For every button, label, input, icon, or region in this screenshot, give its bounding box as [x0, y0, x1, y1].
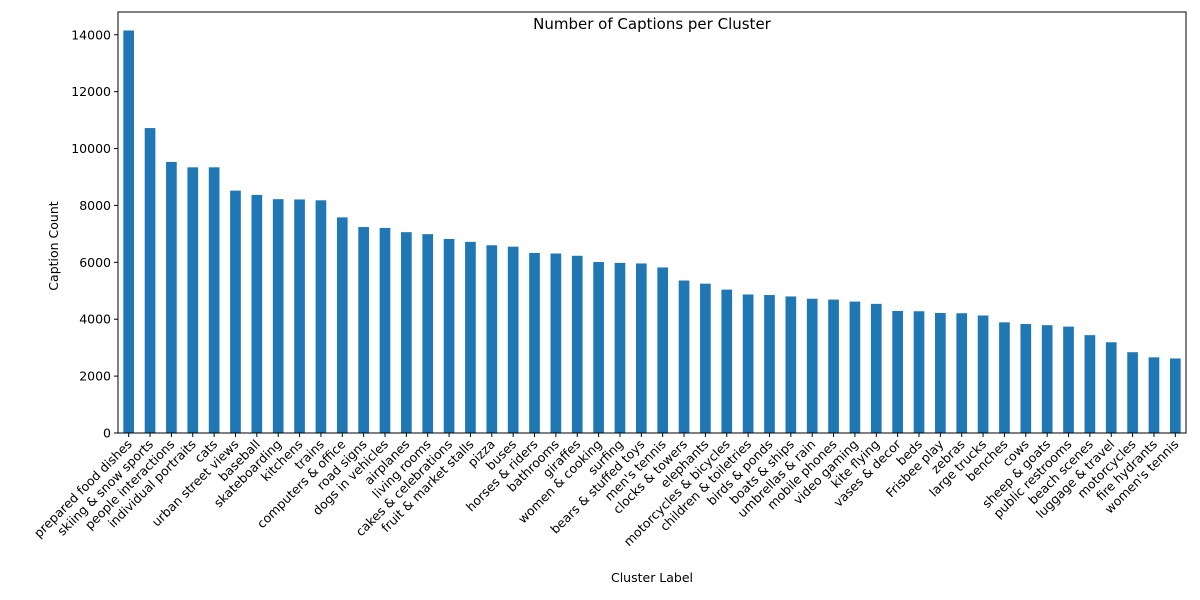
bar	[550, 253, 562, 433]
bar	[401, 232, 412, 433]
bars-group	[123, 30, 1181, 434]
bar	[465, 241, 476, 433]
bar	[828, 299, 839, 433]
bar	[1084, 335, 1096, 433]
y-tick-label: 4000	[79, 312, 111, 327]
bar	[315, 200, 327, 433]
bar	[529, 252, 540, 433]
bar	[123, 30, 135, 433]
bar	[657, 267, 669, 433]
bar	[678, 280, 690, 433]
y-tick-label: 8000	[79, 198, 111, 213]
bar	[785, 296, 797, 433]
bar	[593, 262, 604, 433]
y-tick-label: 12000	[71, 84, 111, 99]
bar	[721, 289, 733, 433]
bar	[251, 194, 263, 433]
bar	[571, 255, 583, 433]
bar	[700, 283, 711, 433]
bar	[806, 298, 818, 433]
y-axis-label: Caption Count	[46, 201, 61, 290]
bar	[614, 262, 626, 433]
bar	[956, 313, 968, 433]
bar	[913, 311, 925, 433]
bar	[1127, 352, 1138, 433]
bar	[1169, 358, 1181, 433]
bar	[1063, 326, 1074, 433]
bar	[187, 167, 199, 433]
bar	[849, 301, 861, 433]
y-tick-label: 10000	[71, 141, 111, 156]
bar	[1020, 324, 1032, 433]
bar	[999, 322, 1010, 433]
bar	[1105, 342, 1117, 433]
bar	[422, 234, 434, 433]
bar	[1041, 325, 1053, 433]
bar	[742, 294, 754, 433]
bar	[486, 245, 498, 433]
bar	[1148, 357, 1160, 433]
bar	[230, 190, 241, 433]
y-tick-label: 2000	[79, 369, 111, 384]
bar	[272, 199, 284, 433]
y-tick-label: 14000	[71, 27, 111, 42]
bar	[935, 312, 946, 433]
x-axis-label: Cluster Label	[611, 570, 693, 585]
bar	[336, 217, 348, 433]
chart-title: Number of Captions per Cluster	[533, 15, 772, 33]
plot-frame	[117, 11, 1187, 434]
bar	[507, 246, 519, 433]
bar	[635, 263, 647, 433]
bar	[358, 227, 369, 433]
bar	[208, 167, 220, 433]
y-axis: 0 2000 4000 6000 8000 10000 12000 14000	[71, 27, 118, 441]
y-tick-label: 6000	[79, 255, 111, 270]
bar	[144, 128, 156, 434]
bar	[379, 227, 391, 433]
bar	[870, 303, 882, 433]
bar	[764, 295, 775, 433]
y-tick-label: 0	[103, 426, 111, 441]
bar	[443, 238, 455, 433]
bar	[892, 310, 903, 433]
bar	[294, 199, 305, 433]
bar	[977, 315, 989, 433]
bar	[166, 161, 177, 433]
